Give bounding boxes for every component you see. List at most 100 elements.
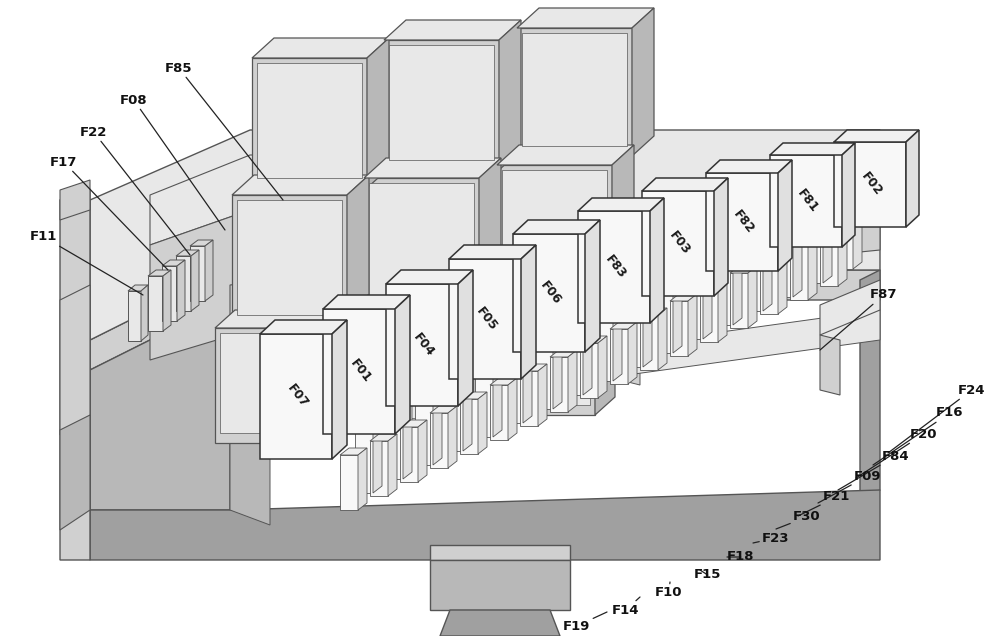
Polygon shape xyxy=(820,231,838,286)
Polygon shape xyxy=(595,296,622,303)
Polygon shape xyxy=(385,394,412,401)
Polygon shape xyxy=(205,240,213,301)
Polygon shape xyxy=(700,287,718,342)
Polygon shape xyxy=(748,266,757,328)
Polygon shape xyxy=(373,408,382,493)
Polygon shape xyxy=(490,385,508,440)
Bar xyxy=(522,33,627,146)
Polygon shape xyxy=(642,191,714,296)
Polygon shape xyxy=(521,245,536,379)
Text: F23: F23 xyxy=(753,532,790,544)
Polygon shape xyxy=(642,178,728,191)
Bar xyxy=(502,170,607,285)
Polygon shape xyxy=(508,378,517,440)
Polygon shape xyxy=(730,273,748,328)
Text: F02: F02 xyxy=(859,170,885,198)
Text: F22: F22 xyxy=(80,125,190,255)
Polygon shape xyxy=(163,270,171,331)
Polygon shape xyxy=(430,560,570,610)
Polygon shape xyxy=(260,320,347,334)
Polygon shape xyxy=(517,28,632,156)
Polygon shape xyxy=(480,300,595,415)
Polygon shape xyxy=(449,245,536,259)
Polygon shape xyxy=(348,313,463,428)
Text: F01: F01 xyxy=(348,357,374,386)
Polygon shape xyxy=(523,338,532,423)
Polygon shape xyxy=(535,331,553,409)
Polygon shape xyxy=(475,352,502,359)
Polygon shape xyxy=(458,270,473,406)
Polygon shape xyxy=(150,155,630,245)
Text: F03: F03 xyxy=(667,230,693,258)
Bar xyxy=(257,63,362,178)
Polygon shape xyxy=(790,245,808,300)
Polygon shape xyxy=(215,328,330,443)
Text: F21: F21 xyxy=(798,490,850,516)
Polygon shape xyxy=(565,317,583,395)
Polygon shape xyxy=(838,224,847,286)
Polygon shape xyxy=(355,415,373,493)
Polygon shape xyxy=(628,322,637,384)
Text: F20: F20 xyxy=(856,427,938,478)
Polygon shape xyxy=(386,284,458,406)
Polygon shape xyxy=(598,336,607,398)
Polygon shape xyxy=(820,335,840,395)
Polygon shape xyxy=(60,180,90,220)
Polygon shape xyxy=(230,310,880,430)
Polygon shape xyxy=(60,285,90,435)
Text: F06: F06 xyxy=(538,279,564,307)
Polygon shape xyxy=(260,334,332,459)
Polygon shape xyxy=(367,38,389,188)
Polygon shape xyxy=(643,282,652,367)
Polygon shape xyxy=(513,234,585,352)
Polygon shape xyxy=(493,352,502,437)
Polygon shape xyxy=(745,233,763,311)
Polygon shape xyxy=(400,427,418,482)
Polygon shape xyxy=(706,173,778,271)
Polygon shape xyxy=(613,296,622,381)
Polygon shape xyxy=(430,413,448,468)
Polygon shape xyxy=(430,406,457,413)
Text: F07: F07 xyxy=(285,382,311,411)
Polygon shape xyxy=(433,380,442,465)
Polygon shape xyxy=(580,336,607,343)
Polygon shape xyxy=(578,198,664,211)
Bar xyxy=(389,45,494,160)
Polygon shape xyxy=(820,224,847,231)
Polygon shape xyxy=(715,247,733,325)
Polygon shape xyxy=(388,434,397,496)
Polygon shape xyxy=(347,175,369,325)
Polygon shape xyxy=(348,295,483,313)
Text: F10: F10 xyxy=(655,582,682,600)
Polygon shape xyxy=(793,212,802,297)
Polygon shape xyxy=(520,364,547,371)
Polygon shape xyxy=(670,294,697,301)
Polygon shape xyxy=(162,260,185,266)
Text: F17: F17 xyxy=(50,155,168,270)
Polygon shape xyxy=(655,268,682,275)
Polygon shape xyxy=(517,8,654,28)
Polygon shape xyxy=(479,158,501,308)
Polygon shape xyxy=(252,58,367,188)
Text: F84: F84 xyxy=(838,450,910,490)
Polygon shape xyxy=(230,215,880,315)
Polygon shape xyxy=(323,309,395,434)
Polygon shape xyxy=(386,270,473,284)
Polygon shape xyxy=(620,185,880,285)
Polygon shape xyxy=(497,165,612,295)
Polygon shape xyxy=(640,308,667,315)
Polygon shape xyxy=(355,408,382,415)
Polygon shape xyxy=(176,256,191,311)
Polygon shape xyxy=(775,219,793,297)
Polygon shape xyxy=(364,178,479,308)
Polygon shape xyxy=(128,285,148,291)
Polygon shape xyxy=(805,205,823,283)
Polygon shape xyxy=(632,8,654,156)
Polygon shape xyxy=(745,226,772,233)
Polygon shape xyxy=(553,324,562,409)
Polygon shape xyxy=(364,158,501,178)
Polygon shape xyxy=(191,250,199,311)
Polygon shape xyxy=(842,143,855,247)
Polygon shape xyxy=(685,254,712,261)
Polygon shape xyxy=(230,430,270,525)
